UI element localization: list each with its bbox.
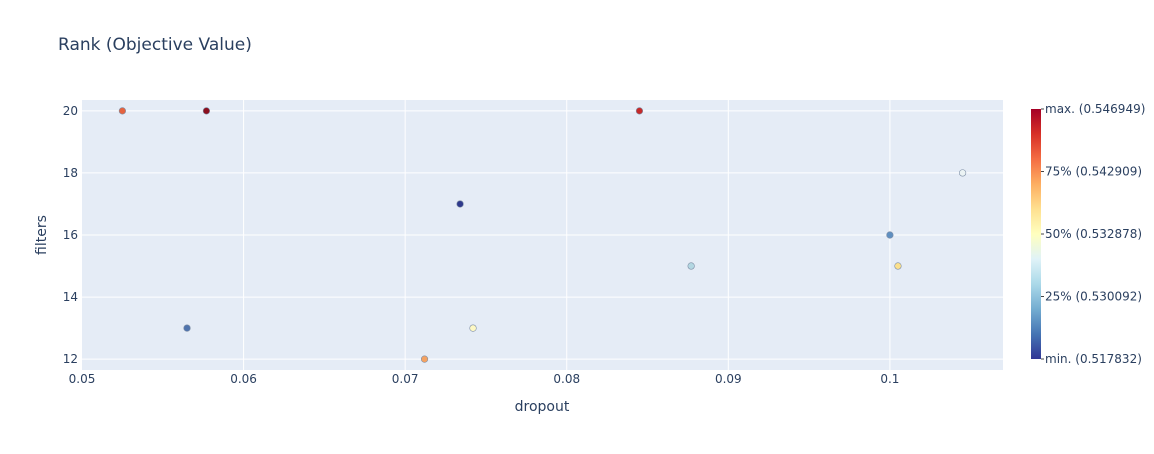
y-tick-label: 20: [63, 104, 78, 118]
x-tick-label: 0.09: [715, 372, 742, 386]
y-tick-label: 12: [63, 352, 78, 366]
data-point[interactable]: [469, 324, 477, 332]
y-axis-ticks: 12 14 16 18 20: [63, 104, 78, 366]
x-axis-ticks: 0.05 0.06 0.07 0.08 0.09 0.1: [69, 372, 900, 386]
colorbar-labels: max. (0.546949) 75% (0.542909) 50% (0.5328…: [1041, 102, 1145, 366]
x-tick-label: 0.06: [230, 372, 257, 386]
x-tick-label: 0.05: [69, 372, 96, 386]
colorbar-label: 50% (0.532878): [1045, 227, 1142, 241]
grid-lines: [82, 100, 1003, 370]
data-point[interactable]: [456, 200, 464, 208]
colorbar-label: min. (0.517832): [1045, 352, 1142, 366]
data-point[interactable]: [118, 107, 126, 115]
data-point[interactable]: [635, 107, 644, 115]
data-point[interactable]: [959, 169, 967, 177]
y-tick-label: 18: [63, 166, 78, 180]
colorbar: [1031, 109, 1041, 359]
colorbar-label: 25% (0.530092): [1045, 290, 1142, 304]
x-tick-label: 0.08: [553, 372, 580, 386]
data-point[interactable]: [202, 107, 211, 115]
data-point[interactable]: [886, 231, 894, 239]
colorbar-label: 75% (0.542909): [1045, 165, 1142, 179]
x-axis-label: dropout: [515, 399, 570, 415]
y-axis-label: filters: [34, 215, 50, 255]
data-point[interactable]: [687, 262, 695, 270]
data-points: [118, 107, 967, 363]
data-point[interactable]: [894, 262, 902, 270]
chart-title: Rank (Objective Value): [58, 35, 252, 55]
data-point[interactable]: [183, 324, 191, 332]
colorbar-label: max. (0.546949): [1045, 102, 1145, 116]
x-tick-label: 0.1: [880, 372, 899, 386]
x-tick-label: 0.07: [392, 372, 419, 386]
y-tick-label: 14: [63, 290, 78, 304]
y-tick-label: 16: [63, 228, 78, 242]
data-point[interactable]: [420, 355, 429, 363]
